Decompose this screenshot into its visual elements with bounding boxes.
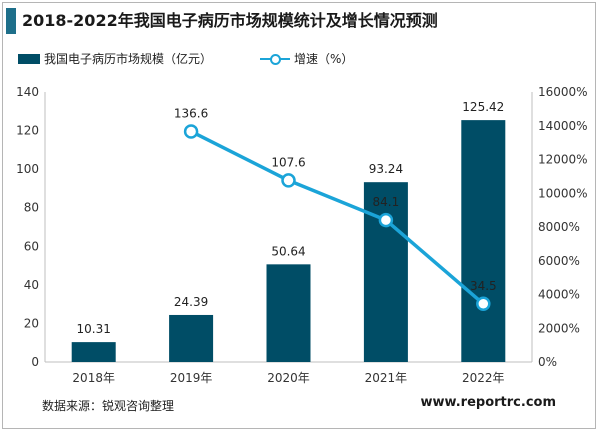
website-url: www.reportrc.com	[420, 395, 556, 410]
bar-data-label: 50.64	[271, 244, 305, 258]
x-tick-label: 2018年	[72, 371, 115, 385]
source-note: 数据来源：锐观咨询整理	[42, 399, 175, 413]
legend-item-bar: 我国电子病历市场规模（亿元）	[18, 50, 212, 67]
y-right-tick-label: 6000%	[538, 254, 580, 268]
growth-data-label: 34.5	[470, 279, 497, 293]
y-left-tick-label: 40	[24, 278, 39, 292]
y-left-tick-label: 20	[24, 316, 39, 330]
growth-point	[476, 296, 491, 312]
growth-data-label: 84.1	[373, 195, 400, 209]
page-title: 2018-2022年我国电子病历市场规模统计及增长情况预测	[22, 11, 438, 30]
growth-point	[183, 124, 199, 139]
bar	[169, 314, 214, 362]
title-accent-bar	[6, 8, 16, 34]
x-tick-label: 2020年	[267, 371, 310, 385]
legend-line-swatch	[260, 53, 290, 65]
y-right-tick-label: 2000%	[538, 321, 580, 335]
legend-bar-label: 我国电子病历市场规模（亿元）	[44, 52, 213, 66]
y-left-tick-label: 140	[16, 85, 39, 99]
growth-data-label: 136.6	[174, 106, 208, 120]
growth-point	[378, 212, 394, 228]
y-left-tick-label: 80	[24, 201, 39, 215]
bar	[71, 342, 116, 362]
y-right-tick-label: 14000%	[538, 119, 588, 133]
x-tick-label: 2021年	[365, 371, 408, 385]
y-right-tick-label: 4000%	[538, 288, 580, 302]
legend-line-label: 增速（%）	[294, 52, 354, 66]
growth-data-label: 107.6	[271, 155, 305, 169]
bar	[266, 264, 311, 362]
y-right-tick-label: 8000%	[538, 220, 580, 234]
y-left-tick-label: 100	[16, 162, 39, 176]
growth-point	[281, 173, 296, 188]
y-right-tick-label: 12000%	[538, 153, 588, 167]
bar-data-label: 93.24	[369, 162, 403, 176]
x-tick-label: 2022年	[462, 371, 505, 385]
y-right-tick-label: 0%	[538, 355, 557, 369]
bar	[363, 182, 408, 362]
bar-data-label: 125.42	[462, 100, 504, 114]
x-tick-label: 2019年	[170, 371, 213, 385]
y-right-tick-label: 16000%	[538, 85, 588, 99]
legend-bar-swatch	[18, 53, 40, 64]
bar	[461, 120, 506, 363]
y-left-tick-label: 120	[16, 124, 39, 138]
bar-data-label: 24.39	[174, 295, 208, 309]
y-left-tick-label: 0	[31, 355, 39, 369]
y-right-tick-label: 10000%	[538, 186, 588, 200]
growth-line	[190, 129, 485, 306]
legend-item-line: 增速（%）	[260, 50, 353, 67]
y-left-tick-label: 60	[24, 239, 39, 253]
bar-data-label: 10.31	[77, 322, 111, 336]
